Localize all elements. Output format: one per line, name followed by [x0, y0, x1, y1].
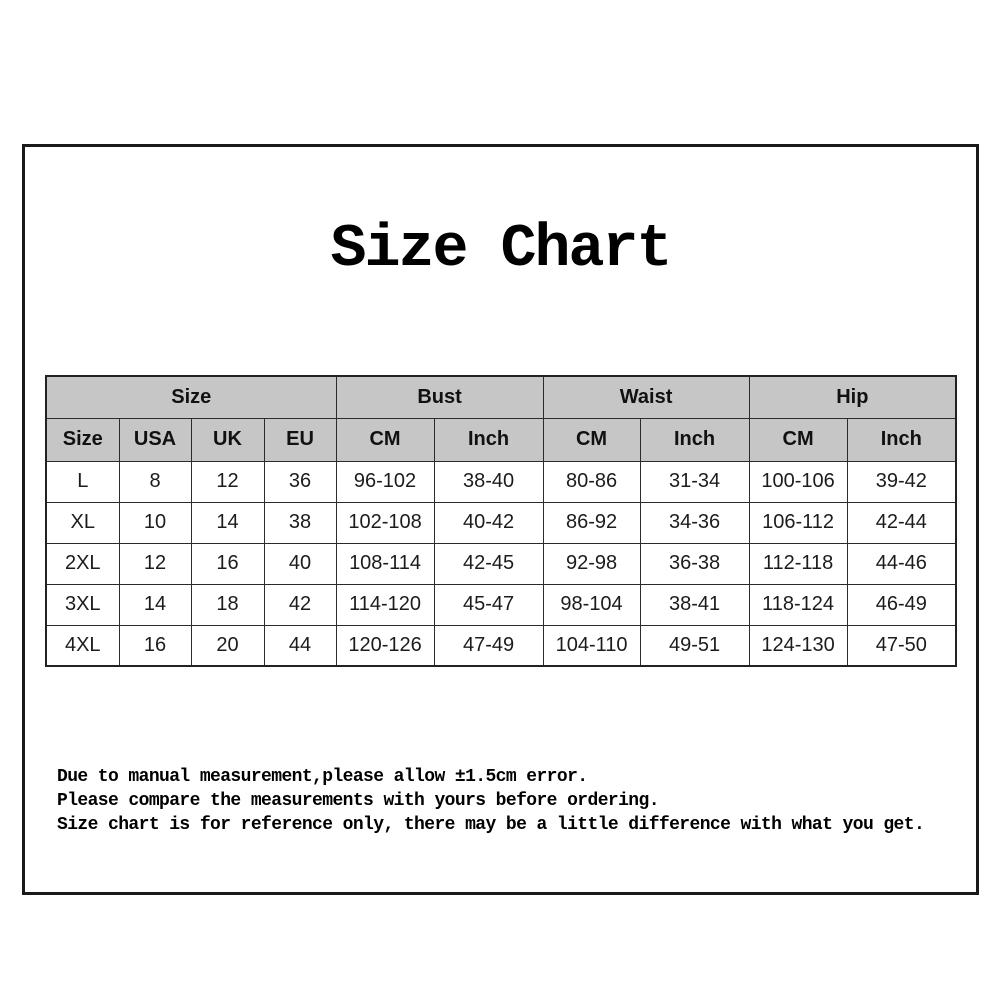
table-cell: 106-112 — [748, 501, 848, 544]
table-row-4xl: 4XL 16 20 44 120-126 47-49 104-110 49-51… — [45, 624, 957, 667]
table-cell: 16 — [190, 542, 265, 585]
table-cell: 120-126 — [335, 624, 435, 667]
table-cell: 14 — [118, 583, 192, 626]
table-cell: 102-108 — [335, 501, 435, 544]
column-header-waist-cm: CM — [542, 417, 641, 462]
column-header-usa: USA — [118, 417, 192, 462]
table-cell: 108-114 — [335, 542, 435, 585]
table-cell: 45-47 — [433, 583, 544, 626]
group-header-waist: Waist — [542, 375, 750, 419]
table-cell: 114-120 — [335, 583, 435, 626]
note-line: Please compare the measurements with you… — [57, 791, 660, 811]
table-row-l: L 8 12 36 96-102 38-40 80-86 31-34 100-1… — [45, 460, 957, 503]
table-cell: L — [45, 460, 120, 503]
table-cell: 18 — [190, 583, 265, 626]
table-cell: 38-40 — [433, 460, 544, 503]
column-header-hip-cm: CM — [748, 417, 848, 462]
note-line: Due to manual measurement,please allow ±… — [57, 767, 588, 787]
table-cell: 96-102 — [335, 460, 435, 503]
column-header-eu: EU — [263, 417, 337, 462]
table-row-xl: XL 10 14 38 102-108 40-42 86-92 34-36 10… — [45, 501, 957, 544]
column-header-uk: UK — [190, 417, 265, 462]
column-header-waist-inch: Inch — [639, 417, 750, 462]
chart-frame: Size Chart Size Bust Waist Hip Size USA … — [22, 144, 979, 895]
table-cell: 20 — [190, 624, 265, 667]
table-cell: 124-130 — [748, 624, 848, 667]
table-cell: 44 — [263, 624, 337, 667]
table-cell: 8 — [118, 460, 192, 503]
table-cell: 100-106 — [748, 460, 848, 503]
column-header-bust-inch: Inch — [433, 417, 544, 462]
table-cell: 12 — [190, 460, 265, 503]
table-cell: 92-98 — [542, 542, 641, 585]
group-header-bust: Bust — [335, 375, 544, 419]
table-cell: 36-38 — [639, 542, 750, 585]
table-cell: 4XL — [45, 624, 120, 667]
table-cell: 38 — [263, 501, 337, 544]
table-cell: 16 — [118, 624, 192, 667]
table-cell: 118-124 — [748, 583, 848, 626]
table-cell: 47-49 — [433, 624, 544, 667]
table-cell: 47-50 — [846, 624, 957, 667]
page-title: Size Chart — [330, 216, 672, 284]
table-cell: XL — [45, 501, 120, 544]
table-cell: 31-34 — [639, 460, 750, 503]
table-cell: 42 — [263, 583, 337, 626]
table-cell: 104-110 — [542, 624, 641, 667]
group-header-row: Size Bust Waist Hip — [45, 375, 957, 419]
table-cell: 3XL — [45, 583, 120, 626]
table-cell: 42-44 — [846, 501, 957, 544]
column-header-hip-inch: Inch — [846, 417, 957, 462]
column-header-row: Size USA UK EU CM Inch CM Inch CM Inch — [45, 417, 957, 462]
group-header-size: Size — [45, 375, 337, 419]
table-cell: 112-118 — [748, 542, 848, 585]
table-cell: 36 — [263, 460, 337, 503]
table-cell: 44-46 — [846, 542, 957, 585]
table-row-3xl: 3XL 14 18 42 114-120 45-47 98-104 38-41 … — [45, 583, 957, 626]
table-cell: 49-51 — [639, 624, 750, 667]
notes: Due to manual measurement,please allow ±… — [57, 765, 925, 837]
table-cell: 38-41 — [639, 583, 750, 626]
table-cell: 40 — [263, 542, 337, 585]
table-cell: 86-92 — [542, 501, 641, 544]
size-chart-table: Size Bust Waist Hip Size USA UK EU CM In… — [45, 375, 958, 667]
table-cell: 34-36 — [639, 501, 750, 544]
table-cell: 2XL — [45, 542, 120, 585]
table-cell: 40-42 — [433, 501, 544, 544]
column-header-size: Size — [45, 417, 120, 462]
table-cell: 80-86 — [542, 460, 641, 503]
table-cell: 42-45 — [433, 542, 544, 585]
column-header-bust-cm: CM — [335, 417, 435, 462]
table-cell: 46-49 — [846, 583, 957, 626]
table-row-2xl: 2XL 12 16 40 108-114 42-45 92-98 36-38 1… — [45, 542, 957, 585]
table-cell: 10 — [118, 501, 192, 544]
table-cell: 12 — [118, 542, 192, 585]
table-cell: 39-42 — [846, 460, 957, 503]
table-cell: 98-104 — [542, 583, 641, 626]
table-cell: 14 — [190, 501, 265, 544]
group-header-hip: Hip — [748, 375, 957, 419]
note-line: Size chart is for reference only, there … — [57, 815, 925, 835]
